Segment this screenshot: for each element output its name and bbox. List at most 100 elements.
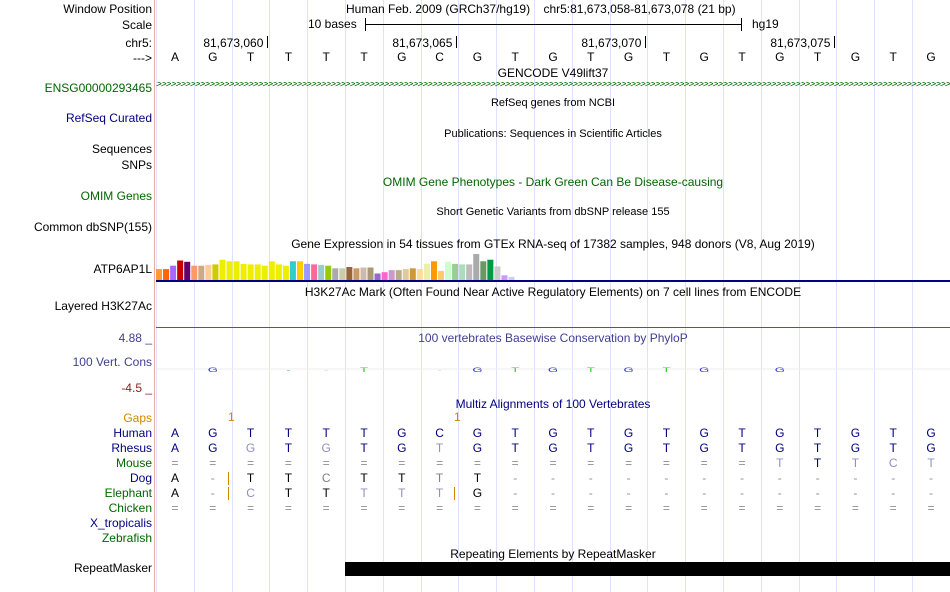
gtex-tissue-bar[interactable] [254,264,261,280]
gtex-tissue-bar[interactable] [339,268,346,280]
h3k27ac-track-label[interactable]: Layered H3K27Ac [54,299,152,313]
gtex-tissue-bar[interactable] [409,268,416,280]
gtex-gene-label[interactable]: ATP6AP1L [93,262,152,276]
phylop-track-title[interactable]: 100 vertebrates Basewise Conservation by… [418,331,688,345]
gtex-tissue-bar[interactable] [381,272,388,280]
gtex-tissue-bar[interactable] [402,269,409,280]
gtex-tissue-bar[interactable] [346,267,353,280]
gtex-tissue-bar[interactable] [473,254,480,280]
publications-label-snps[interactable]: SNPs [121,158,152,172]
gencode-gene-feature[interactable]: >>>>>>>>>>>>>>>>>>>>>>>>>>>>>>>>>>>>>>>>… [156,82,950,94]
gencode-gene-label[interactable]: ENSG00000293465 [44,81,152,95]
species-label-dog[interactable]: Dog [129,471,152,485]
gtex-tissue-bar[interactable] [367,267,374,280]
publications-label-sequences[interactable]: Sequences [91,142,152,156]
alignment-row-mouse[interactable]: = = = = = = = = = = = = = = = = T T T C T [156,456,950,471]
species-label-chicken[interactable]: Chicken [108,501,152,515]
phylop-track-label[interactable]: 100 Vert. Cons [72,355,152,369]
base-grid [156,0,950,592]
gtex-tissue-bar[interactable] [282,265,289,280]
gtex-tissue-bar[interactable] [304,263,311,280]
h3k27ac-track-title[interactable]: H3K27Ac Mark (Often Found Near Active Re… [304,285,802,299]
gtex-track-title[interactable]: Gene Expression in 54 tissues from GTEx … [291,237,815,251]
phylop-score-mark: T [511,367,520,374]
grid-line [420,0,422,592]
gtex-tissue-bar[interactable] [275,264,282,280]
refseq-track-title[interactable]: RefSeq genes from NCBI [490,97,616,109]
omim-track-title[interactable]: OMIM Gene Phenotypes - Dark Green Can Be… [382,175,724,189]
alignment-row-chicken[interactable]: = = = = = = = = = = = = = = = = = = = = = [156,501,950,516]
gtex-tissue-bar[interactable] [438,270,444,280]
repeatmasker-element[interactable] [345,562,950,576]
gtex-tissue-bar[interactable] [297,261,303,280]
gtex-tissue-bar[interactable] [325,265,332,280]
gtex-tissue-bar[interactable] [430,261,437,280]
grid-line [912,0,913,592]
gencode-track-title[interactable]: GENCODE V49lift37 [497,66,609,80]
gtex-tissue-bar[interactable] [374,273,381,281]
gtex-tissue-bar[interactable] [508,276,515,280]
grid-line [156,0,157,592]
species-label-zebrafish[interactable]: Zebrafish [101,531,152,545]
repeatmasker-track-title[interactable]: Repeating Elements by RepeatMasker [450,547,656,561]
gtex-tissue-bar[interactable] [191,265,198,280]
publications-track-title[interactable]: Publications: Sequences in Scientific Ar… [444,128,662,140]
gtex-tissue-bar[interactable] [459,264,466,280]
species-label-x_tropicalis[interactable]: X_tropicalis [89,516,152,530]
gtex-tissue-bar[interactable] [395,270,402,280]
species-label-mouse[interactable]: Mouse [115,456,152,470]
alignment-base: = [247,501,255,515]
gtex-tissue-bar[interactable] [501,275,508,280]
gtex-tissue-bar[interactable] [388,270,395,280]
gtex-tissue-bar[interactable] [423,263,430,280]
gtex-tissue-bar[interactable] [170,265,177,280]
gtex-tissue-bar[interactable] [212,264,219,280]
gtex-tissue-bar[interactable] [184,261,191,280]
gtex-tissue-bar[interactable] [247,264,254,280]
alignment-base: G [775,441,785,455]
gtex-tissue-bar[interactable] [360,267,367,280]
alignment-base: G [397,441,407,455]
dbsnp-track-label[interactable]: Common dbSNP(155) [33,220,152,234]
repeatmasker-track-label[interactable]: RepeatMasker [73,561,152,575]
gtex-tissue-bar[interactable] [318,264,325,280]
gtex-tissue-bar[interactable] [205,264,212,280]
gtex-tissue-bar[interactable] [416,269,423,280]
species-label-rhesus[interactable]: Rhesus [111,441,152,455]
gtex-expression-bars[interactable] [156,252,556,280]
multiz-track-title[interactable]: Multiz Alignments of 100 Vertebrates [455,397,651,411]
gtex-tissue-bar[interactable] [353,268,360,280]
omim-track-label[interactable]: OMIM Genes [80,189,152,203]
gtex-tissue-bar[interactable] [494,266,501,280]
gtex-tissue-bar[interactable] [177,260,184,281]
gtex-tissue-bar[interactable] [156,269,162,280]
gtex-tissue-bar[interactable] [332,268,339,280]
gtex-tissue-bar[interactable] [445,261,452,280]
gtex-tissue-bar[interactable] [198,265,205,280]
gtex-tissue-bar[interactable] [233,261,240,280]
gtex-tissue-bar[interactable] [311,264,318,280]
refseq-track-label[interactable]: RefSeq Curated [65,111,152,125]
gtex-tissue-bar[interactable] [466,264,473,280]
gtex-tissue-bar[interactable] [261,265,268,280]
gtex-tissue-bar[interactable] [240,263,247,280]
species-label-elephant[interactable]: Elephant [104,486,152,500]
alignment-base: G [208,426,218,440]
gtex-tissue-bar[interactable] [268,261,275,280]
gtex-tissue-bar[interactable] [487,259,494,280]
gtex-tissue-bar[interactable] [163,269,170,280]
species-label-human[interactable]: Human [113,426,152,440]
gtex-tissue-bar[interactable] [480,261,487,280]
dbsnp-track-title[interactable]: Short Genetic Variants from dbSNP releas… [436,206,670,218]
gtex-tissue-bar[interactable] [219,259,226,280]
gtex-tissue-bar[interactable] [452,263,459,280]
gtex-tissue-bar[interactable] [226,261,233,280]
gtex-tissue-bar[interactable] [289,261,296,280]
